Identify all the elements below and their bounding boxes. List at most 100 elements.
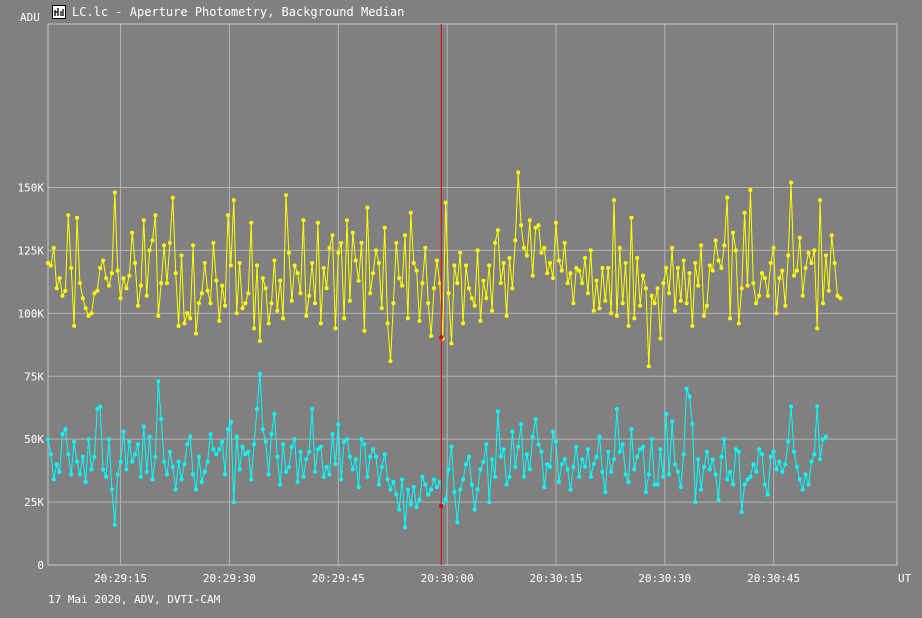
data-point	[237, 467, 242, 472]
data-point	[806, 482, 811, 487]
data-point	[159, 417, 164, 421]
x-tick-label: 20:30:15	[529, 572, 582, 585]
data-point	[80, 296, 85, 301]
data-point	[533, 417, 538, 421]
data-point	[278, 482, 283, 487]
data-point	[403, 233, 407, 238]
data-point	[223, 303, 228, 308]
data-point	[185, 442, 190, 447]
data-point	[481, 459, 486, 464]
plot-border	[47, 23, 898, 566]
data-point	[57, 276, 62, 281]
series-1-line	[47, 172, 841, 367]
data-point	[153, 454, 158, 459]
data-point	[127, 439, 132, 444]
data-point	[722, 243, 727, 248]
data-point	[321, 266, 326, 270]
y-tick-label: 150K	[18, 182, 45, 195]
data-point	[751, 462, 756, 467]
data-point	[522, 474, 526, 479]
data-point	[304, 457, 309, 462]
data-point	[690, 323, 695, 328]
data-point	[757, 293, 762, 298]
data-point	[623, 472, 628, 477]
time-cursor[interactable]	[439, 24, 444, 565]
data-point	[678, 485, 683, 489]
data-point	[600, 469, 605, 474]
data-point	[89, 311, 94, 316]
data-point	[69, 266, 74, 270]
data-point	[208, 432, 213, 437]
data-point	[742, 482, 747, 487]
data-point	[484, 296, 489, 301]
data-point	[707, 467, 712, 472]
data-point	[829, 233, 834, 238]
data-point	[426, 301, 431, 306]
data-point	[597, 434, 602, 439]
data-point	[217, 318, 222, 323]
y-tick-label: 50K	[24, 433, 44, 446]
data-point	[699, 243, 704, 248]
data-point	[777, 276, 782, 281]
data-point	[414, 505, 419, 510]
data-point	[725, 477, 730, 482]
data-point	[237, 261, 242, 265]
data-point	[510, 286, 515, 291]
data-point	[806, 250, 811, 255]
data-point	[101, 258, 106, 263]
series-group	[46, 170, 843, 530]
data-point	[324, 286, 329, 291]
data-point	[568, 271, 573, 276]
data-point	[469, 482, 474, 487]
data-point	[800, 487, 805, 492]
data-point	[646, 364, 651, 369]
data-point	[461, 477, 466, 482]
data-point	[585, 291, 590, 296]
data-point	[620, 442, 625, 447]
data-point	[313, 469, 317, 474]
data-point	[420, 281, 425, 286]
data-point	[487, 263, 492, 268]
data-point	[260, 427, 265, 432]
data-point	[243, 452, 248, 457]
data-point	[394, 492, 399, 497]
data-point	[295, 271, 300, 276]
data-point	[501, 261, 506, 265]
data-point	[704, 449, 709, 454]
data-point	[69, 472, 74, 477]
data-point	[397, 507, 402, 512]
data-point	[194, 331, 198, 336]
data-point	[765, 293, 770, 298]
data-point	[818, 198, 823, 203]
data-point	[794, 464, 799, 469]
data-point	[347, 454, 352, 459]
light-curve-app-icon[interactable]	[52, 5, 66, 19]
data-point	[574, 266, 579, 270]
data-point	[60, 293, 65, 298]
data-point	[481, 278, 486, 283]
data-point	[252, 442, 257, 447]
data-point	[803, 266, 808, 270]
data-point	[263, 439, 268, 444]
data-point	[670, 419, 675, 424]
data-point	[548, 261, 553, 265]
data-point	[104, 474, 109, 479]
data-point	[281, 442, 286, 447]
data-point	[780, 469, 785, 474]
data-point	[107, 283, 111, 288]
data-point	[527, 218, 532, 223]
data-point	[792, 449, 796, 454]
data-point	[493, 474, 497, 479]
data-point	[614, 313, 619, 318]
data-point	[286, 250, 291, 255]
data-point	[194, 487, 198, 492]
data-point	[191, 243, 196, 248]
data-point	[429, 487, 434, 492]
data-point	[231, 500, 236, 505]
data-point	[150, 477, 155, 482]
data-point	[66, 452, 71, 457]
data-point	[609, 311, 614, 316]
data-point	[696, 457, 701, 462]
data-point	[350, 467, 355, 472]
